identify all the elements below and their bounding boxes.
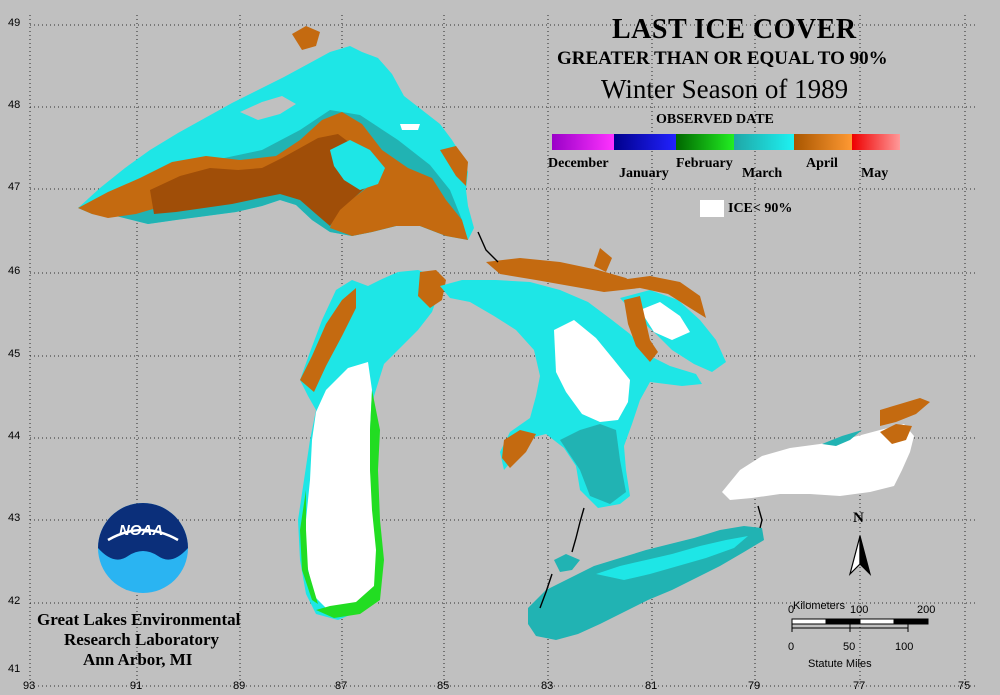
legend-swatch-january	[614, 134, 676, 150]
scale-mi-tick: 50	[843, 641, 856, 653]
scale-mi-tick: 100	[895, 641, 914, 653]
lake-erie	[528, 526, 764, 640]
lake-ontario	[722, 398, 930, 500]
graticule	[29, 15, 975, 687]
legend-swatch-february	[676, 134, 734, 150]
legend-label-april: April	[806, 156, 838, 171]
lat-label: 41	[8, 663, 21, 675]
noaa-logo-text: NOAA	[119, 522, 164, 539]
north-arrow-icon	[848, 535, 872, 576]
scale-mi-label: Statute Miles	[808, 658, 872, 670]
lon-label: 79	[748, 680, 761, 692]
lat-label: 45	[8, 348, 21, 360]
ice-below-90-swatch	[700, 200, 724, 217]
lon-label: 75	[958, 680, 971, 692]
map-subtitle: GREATER THAN OR EQUAL TO 90%	[557, 48, 888, 69]
ice-below-90-label: ICE< 90%	[728, 201, 793, 216]
lat-label: 46	[8, 265, 21, 277]
org-line-1: Great Lakes Environmental	[37, 610, 241, 629]
legend-label-may: May	[861, 166, 889, 181]
lake-michigan	[298, 270, 446, 620]
scale-km-tick: 200	[917, 604, 936, 616]
legend-title: OBSERVED DATE	[656, 112, 774, 127]
lon-label: 77	[853, 680, 866, 692]
lat-label: 44	[8, 430, 21, 442]
legend-swatch-april	[794, 134, 852, 150]
lon-label: 83	[541, 680, 554, 692]
legend-label-march: March	[742, 166, 783, 181]
map-title: LAST ICE COVER	[612, 14, 857, 45]
lon-label: 91	[130, 680, 143, 692]
scale-km-tick: 0	[788, 604, 795, 616]
legend-label-december: December	[548, 156, 609, 171]
scale-km-tick: 100	[850, 604, 869, 616]
lon-label: 85	[437, 680, 450, 692]
legend-swatch-may	[852, 134, 900, 150]
legend-label-january: January	[619, 166, 669, 181]
lon-label: 87	[335, 680, 348, 692]
north-label: N	[853, 510, 864, 526]
scale-mi-tick: 0	[788, 641, 795, 653]
lake-superior	[78, 26, 474, 240]
org-line-3: Ann Arbor, MI	[83, 650, 193, 669]
org-line-2: Research Laboratory	[64, 630, 220, 649]
lat-label: 43	[8, 512, 21, 524]
lon-label: 93	[23, 680, 36, 692]
lake-huron	[440, 248, 726, 508]
legend-swatch-december	[552, 134, 614, 150]
lat-label: 48	[8, 99, 21, 111]
legend-label-february: February	[676, 156, 733, 171]
scale-bar	[791, 618, 929, 632]
lat-label: 47	[8, 181, 21, 193]
noaa-logo	[98, 503, 188, 593]
legend-swatch-march	[734, 134, 794, 150]
lon-label: 81	[645, 680, 658, 692]
rivers	[477, 231, 763, 609]
lat-label: 49	[8, 17, 21, 29]
lon-label: 89	[233, 680, 246, 692]
season-label: Winter Season of 1989	[601, 74, 849, 104]
lat-label: 42	[8, 595, 21, 607]
scale-km-label: Kilometers	[793, 600, 845, 612]
